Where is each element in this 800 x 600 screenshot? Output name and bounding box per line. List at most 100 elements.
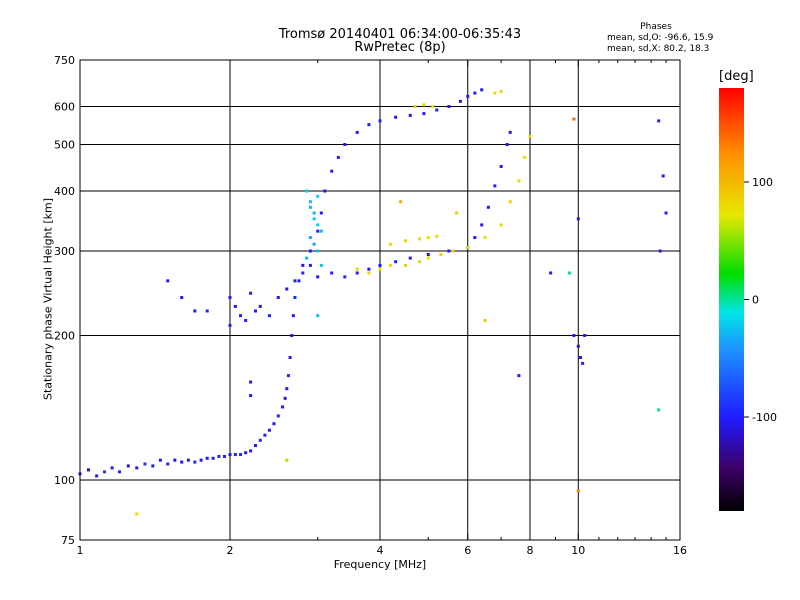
data-point	[308, 200, 312, 204]
data-point	[517, 374, 521, 378]
data-point	[135, 512, 139, 516]
data-point	[205, 309, 209, 313]
data-point	[486, 205, 490, 209]
data-point	[312, 242, 316, 246]
data-point	[249, 380, 253, 384]
data-point	[455, 211, 459, 215]
data-point	[343, 143, 347, 147]
x-tick-label: 4	[377, 544, 384, 557]
data-point	[451, 249, 455, 253]
data-points	[78, 88, 668, 516]
data-point	[249, 449, 253, 453]
data-point	[308, 249, 312, 253]
x-axis-label: Frequency [MHz]	[333, 558, 427, 571]
data-point	[166, 462, 170, 466]
data-point	[244, 451, 248, 455]
data-point	[239, 314, 243, 318]
data-point	[312, 211, 316, 215]
data-point	[367, 123, 371, 127]
phases-o-stats: mean, sd,O: -96.6, 15.9	[607, 33, 714, 43]
tick-labels: 1 2 4 6 8 10 16 75 100 200 300 400 500 600 750	[54, 54, 687, 557]
data-point	[228, 323, 232, 327]
data-point	[399, 200, 403, 204]
data-point	[389, 263, 393, 267]
data-point	[657, 119, 661, 123]
data-point	[285, 387, 289, 391]
data-point	[276, 296, 280, 300]
chart-title: Tromsø 20140401 06:34:00-06:35:43	[278, 27, 522, 42]
data-point	[403, 263, 407, 267]
data-point	[422, 103, 426, 107]
data-point	[426, 236, 430, 240]
data-point	[283, 396, 287, 400]
data-point	[505, 143, 509, 147]
data-point	[499, 89, 503, 93]
data-point	[657, 408, 661, 412]
data-point	[355, 271, 359, 275]
data-point	[483, 236, 487, 240]
data-point	[305, 189, 309, 193]
data-point	[319, 211, 323, 215]
data-point	[576, 489, 580, 493]
data-point	[661, 174, 665, 178]
data-point	[431, 105, 435, 109]
data-point	[301, 263, 305, 267]
data-point	[233, 453, 237, 457]
data-point	[664, 211, 668, 215]
data-point	[323, 189, 327, 193]
data-point	[378, 119, 382, 123]
data-point	[316, 223, 320, 227]
data-point	[422, 112, 426, 116]
data-point	[508, 200, 512, 204]
y-tick-label: 300	[54, 245, 75, 258]
data-point	[499, 164, 503, 168]
data-point	[493, 91, 497, 95]
x-tick-label: 2	[227, 544, 234, 557]
data-point	[499, 223, 503, 227]
data-point	[199, 458, 203, 462]
y-tick-label: 600	[54, 101, 75, 114]
data-point	[389, 242, 393, 246]
data-point	[473, 91, 477, 95]
y-tick-label: 100	[54, 474, 75, 487]
data-point	[143, 462, 147, 466]
x-tick-label: 8	[527, 544, 534, 557]
data-point	[658, 249, 662, 253]
data-point	[426, 253, 430, 257]
data-point	[336, 155, 340, 159]
data-point	[286, 374, 290, 378]
data-point	[151, 464, 155, 468]
data-point	[319, 229, 323, 233]
data-point	[439, 253, 443, 257]
data-point	[523, 155, 527, 159]
data-point	[308, 263, 312, 267]
data-point	[228, 296, 232, 300]
data-point	[572, 117, 576, 121]
data-point	[417, 237, 421, 241]
data-point	[343, 275, 347, 279]
data-point	[435, 108, 439, 112]
x-tick-label: 1	[77, 544, 84, 557]
data-point	[316, 229, 320, 233]
data-point	[316, 275, 320, 279]
data-point	[466, 94, 470, 98]
data-point	[308, 236, 312, 240]
data-point	[473, 236, 477, 240]
data-point	[193, 460, 197, 464]
grid-lines	[80, 60, 680, 540]
data-point	[117, 470, 121, 474]
colorbar-tick-label: -100	[752, 411, 777, 424]
data-point	[305, 256, 309, 260]
data-point	[233, 304, 237, 308]
data-point	[447, 249, 451, 253]
data-point	[578, 355, 582, 359]
data-point	[319, 263, 323, 267]
data-point	[308, 205, 312, 209]
colorbar-ticks: 100 0 -100	[744, 176, 777, 424]
axis-ticks	[79, 59, 681, 541]
phases-header: Phases	[640, 22, 672, 32]
data-point	[583, 334, 587, 338]
data-point	[316, 194, 320, 198]
data-point	[394, 115, 398, 119]
